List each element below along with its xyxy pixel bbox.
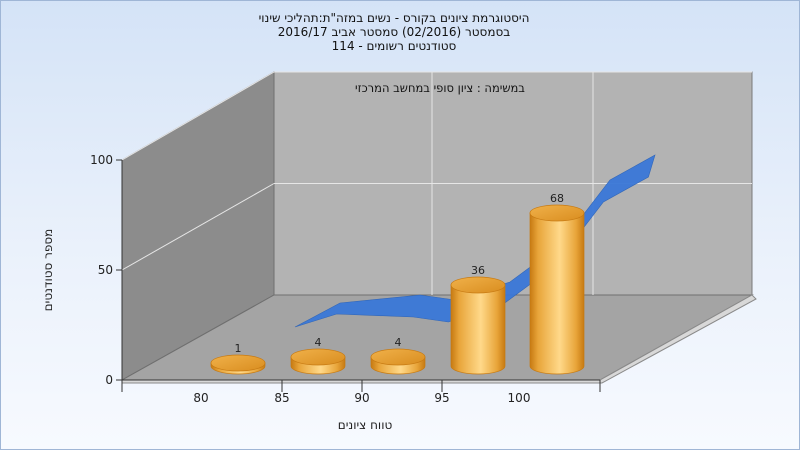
grid-line — [121, 71, 275, 161]
x-tick-label: 90 — [354, 391, 369, 405]
y-tick-label: 0 — [105, 373, 113, 387]
x-tick-label: 100 — [508, 391, 531, 405]
bar-top — [529, 204, 585, 222]
chart-title-line-3: סטודנטים רשומים - 114 — [331, 39, 457, 53]
grid-line — [121, 183, 275, 271]
bar-value-label: 4 — [395, 336, 402, 349]
bar-value-label: 36 — [471, 264, 485, 277]
y-axis-title: מספר סטודנטים — [41, 228, 55, 312]
bar-top — [370, 348, 426, 366]
x-tick-label: 95 — [434, 391, 449, 405]
bar-5 — [529, 204, 585, 375]
x-tick-label: 85 — [274, 391, 289, 405]
y-tick-label: 100 — [90, 153, 113, 167]
x-tick-label: 80 — [193, 391, 208, 405]
bar-top — [210, 354, 266, 372]
bar-value-label: 1 — [235, 342, 242, 355]
bar-value-label: 4 — [315, 336, 322, 349]
bar-4 — [450, 276, 506, 375]
bar-3 — [370, 348, 426, 375]
bar-value-label: 68 — [550, 192, 564, 205]
chart-title-line-1: היסטוגרמת ציונים בקורס - נשים במזה"ת:תהל… — [258, 11, 530, 25]
bar-top — [450, 276, 506, 294]
bar-top — [290, 348, 346, 366]
x-axis-title: טווח ציונים — [337, 418, 393, 432]
chart-title-line-2: בסמסטר (02/2016) סמסטר אביב 2016/17 — [277, 25, 511, 39]
y-tick-label: 50 — [98, 263, 113, 277]
bar-2 — [290, 348, 346, 375]
bar-body — [450, 284, 506, 375]
bar-body — [529, 212, 585, 375]
bar-1 — [210, 354, 266, 375]
chart-annotation: במשימה : ציון סופי במחשב המרכזי — [355, 81, 525, 95]
cumulative-area — [294, 154, 656, 328]
